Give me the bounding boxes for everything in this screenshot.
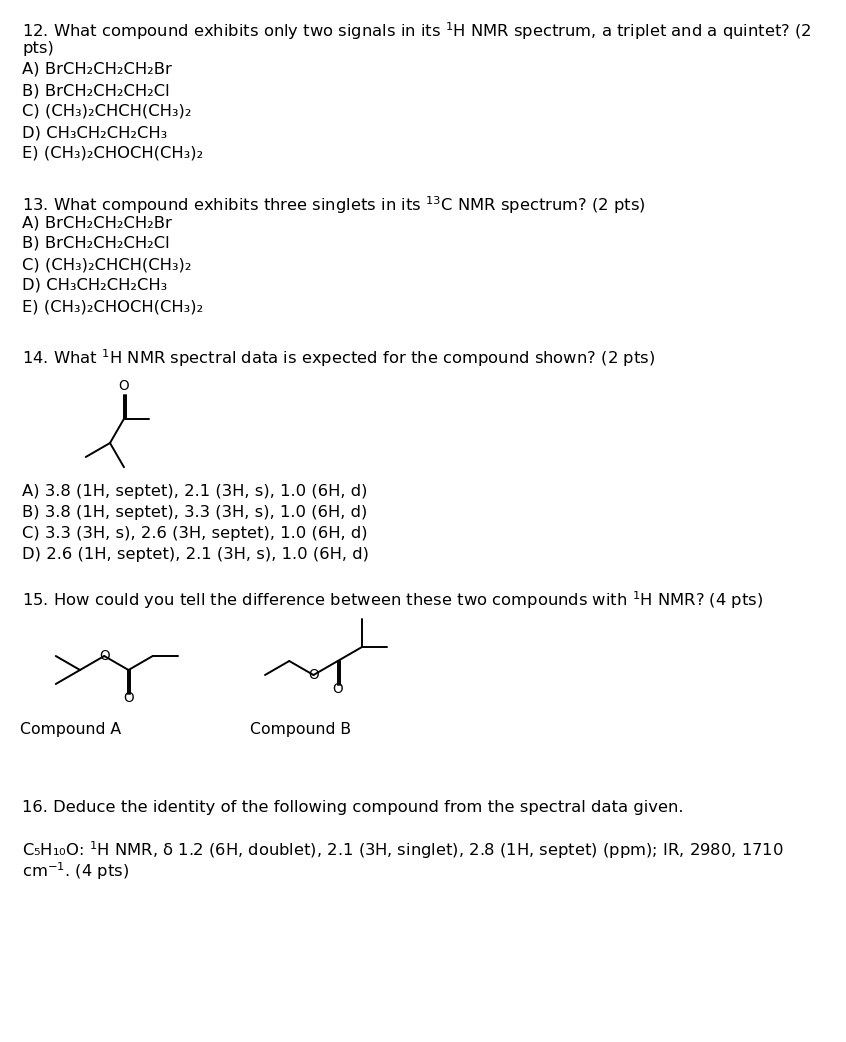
Text: E) (CH₃)₂CHOCH(CH₃)₂: E) (CH₃)₂CHOCH(CH₃)₂ [22, 299, 203, 314]
Text: Compound B: Compound B [250, 722, 351, 737]
Text: cm$^{-1}$. (4 pts): cm$^{-1}$. (4 pts) [22, 860, 129, 882]
Text: O: O [332, 681, 343, 696]
Text: O: O [124, 691, 134, 704]
Text: C) 3.3 (3H, s), 2.6 (3H, septet), 1.0 (6H, d): C) 3.3 (3H, s), 2.6 (3H, septet), 1.0 (6… [22, 526, 368, 541]
Text: A) BrCH₂CH₂CH₂Br: A) BrCH₂CH₂CH₂Br [22, 63, 172, 77]
Text: 13. What compound exhibits three singlets in its $^{13}$C NMR spectrum? (2 pts): 13. What compound exhibits three singlet… [22, 194, 645, 216]
Text: pts): pts) [22, 41, 54, 56]
Text: C₅H₁₀O: $^{1}$H NMR, δ 1.2 (6H, doublet), 2.1 (3H, singlet), 2.8 (1H, septet) (p: C₅H₁₀O: $^{1}$H NMR, δ 1.2 (6H, doublet)… [22, 839, 783, 861]
Text: D) CH₃CH₂CH₂CH₃: D) CH₃CH₂CH₂CH₃ [22, 278, 168, 293]
Text: O: O [308, 668, 319, 683]
Text: C) (CH₃)₂CHCH(CH₃)₂: C) (CH₃)₂CHCH(CH₃)₂ [22, 104, 191, 119]
Text: E) (CH₃)₂CHOCH(CH₃)₂: E) (CH₃)₂CHOCH(CH₃)₂ [22, 146, 203, 162]
Text: 15. How could you tell the difference between these two compounds with $^{1}$H N: 15. How could you tell the difference be… [22, 589, 763, 611]
Text: 16. Deduce the identity of the following compound from the spectral data given.: 16. Deduce the identity of the following… [22, 800, 684, 815]
Text: D) 2.6 (1H, septet), 2.1 (3H, s), 1.0 (6H, d): D) 2.6 (1H, septet), 2.1 (3H, s), 1.0 (6… [22, 547, 369, 562]
Text: B) BrCH₂CH₂CH₂Cl: B) BrCH₂CH₂CH₂Cl [22, 235, 170, 251]
Text: B) BrCH₂CH₂CH₂Cl: B) BrCH₂CH₂CH₂Cl [22, 83, 170, 98]
Text: A) BrCH₂CH₂CH₂Br: A) BrCH₂CH₂CH₂Br [22, 215, 172, 230]
Text: B) 3.8 (1H, septet), 3.3 (3H, s), 1.0 (6H, d): B) 3.8 (1H, septet), 3.3 (3H, s), 1.0 (6… [22, 505, 367, 520]
Text: C) (CH₃)₂CHCH(CH₃)₂: C) (CH₃)₂CHCH(CH₃)₂ [22, 257, 191, 272]
Text: O: O [99, 649, 110, 663]
Text: D) CH₃CH₂CH₂CH₃: D) CH₃CH₂CH₂CH₃ [22, 125, 168, 140]
Text: A) 3.8 (1H, septet), 2.1 (3H, s), 1.0 (6H, d): A) 3.8 (1H, septet), 2.1 (3H, s), 1.0 (6… [22, 483, 367, 499]
Text: Compound A: Compound A [20, 722, 121, 737]
Text: 12. What compound exhibits only two signals in its $^{1}$H NMR spectrum, a tripl: 12. What compound exhibits only two sign… [22, 20, 812, 42]
Text: 14. What $^{1}$H NMR spectral data is expected for the compound shown? (2 pts): 14. What $^{1}$H NMR spectral data is ex… [22, 347, 655, 369]
Text: O: O [118, 379, 129, 393]
